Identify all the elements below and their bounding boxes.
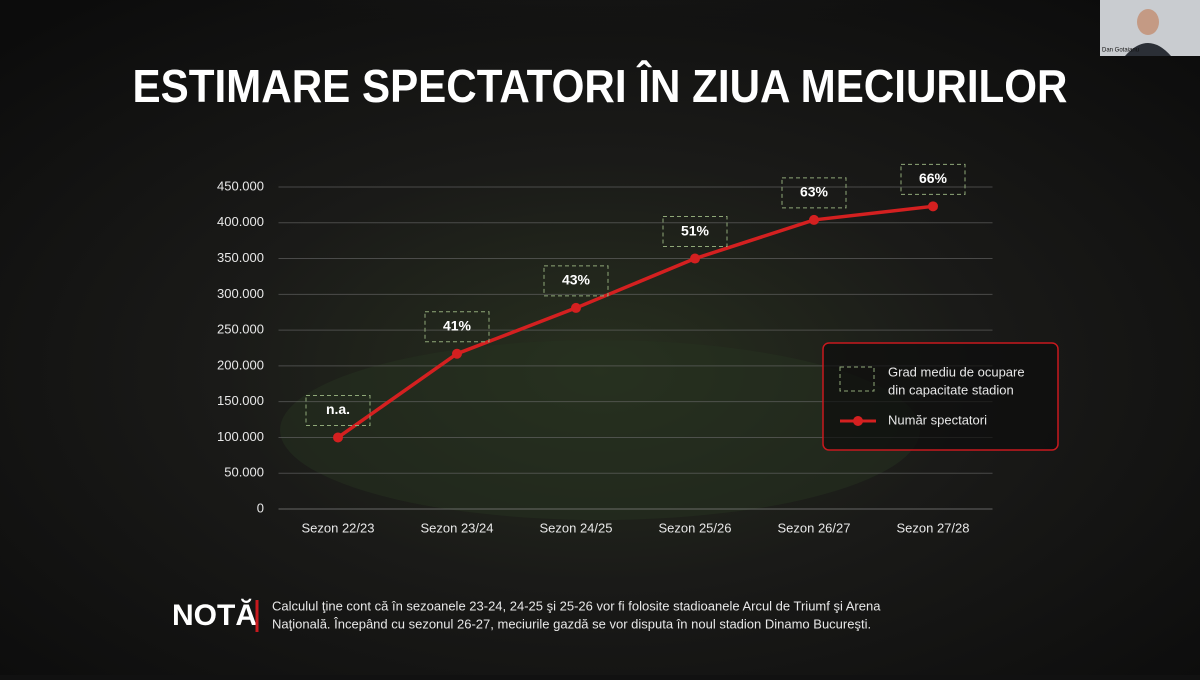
webcam-name: Dan Gotaianu	[1102, 48, 1139, 54]
occupancy-label: 41%	[443, 317, 472, 333]
occupancy-box	[424, 311, 490, 343]
legend-box	[822, 342, 1059, 451]
occupancy-box	[781, 177, 847, 209]
stadium-roof	[40, 0, 1160, 160]
x-tick-label: Sezon 26/27	[777, 520, 850, 535]
y-tick-label: 0	[257, 500, 264, 515]
note-text: Calculul ţine cont că în sezoanele 23-24…	[272, 598, 881, 613]
y-tick-label: 100.000	[217, 429, 264, 444]
note: NOTĂ Calculul ţine cont că în sezoanele …	[172, 598, 881, 632]
occupancy-label: 63%	[800, 184, 829, 200]
x-tick-label: Sezon 23/24	[420, 520, 493, 535]
y-tick-label: 150.000	[217, 393, 264, 408]
occupancy-box	[543, 265, 609, 297]
series-line	[336, 204, 934, 439]
note-text: Naţională. Începând cu sezonul 26-27, me…	[272, 616, 871, 631]
webcam-face	[1137, 9, 1159, 35]
x-tick-label: Sezon 27/28	[896, 520, 969, 535]
data-point	[571, 302, 581, 313]
legend-label: Grad mediu de ocupare	[888, 364, 1025, 379]
data-point	[928, 201, 938, 212]
webcam-body	[1125, 43, 1171, 56]
y-tick-label: 50.000	[224, 465, 264, 480]
legend: Grad mediu de ocupare din capacitate sta…	[822, 342, 1059, 451]
note-heading: NOTĂ	[172, 598, 257, 632]
y-tick-label: 250.000	[217, 322, 264, 337]
y-tick-label: 450.000	[217, 178, 264, 193]
y-tick-label: 300.000	[217, 286, 264, 301]
y-tick-label: 400.000	[217, 214, 264, 229]
legend-label: Număr spectatori	[888, 412, 987, 427]
legend-swatch-box	[839, 366, 875, 392]
y-tick-label: 350.000	[217, 250, 264, 265]
y-tick-label: 200.000	[217, 357, 264, 372]
data-point	[690, 253, 700, 264]
x-tick-label: Sezon 24/25	[539, 520, 612, 535]
webcam: Dan Gotaianu	[1100, 0, 1200, 56]
occupancy-label: 51%	[681, 222, 710, 238]
data-point	[333, 432, 343, 443]
occupancy-label: 66%	[919, 170, 948, 186]
data-point	[452, 348, 462, 359]
legend-swatch-marker	[853, 416, 863, 426]
x-tick-label: Sezon 22/23	[301, 520, 374, 535]
occupancy-box	[662, 216, 728, 248]
occupancy-box	[900, 163, 966, 195]
pitch	[280, 340, 920, 520]
occupancy-label: n.a.	[326, 401, 350, 417]
occupancy-box	[305, 394, 371, 426]
title: ESTIMARE SPECTATORI ÎN ZIUA MECIURILOR	[133, 60, 1068, 112]
legend-label: din capacitate stadion	[888, 382, 1014, 397]
x-tick-label: Sezon 25/26	[658, 520, 731, 535]
data-point	[809, 214, 819, 225]
occupancy-label: 43%	[562, 272, 591, 288]
